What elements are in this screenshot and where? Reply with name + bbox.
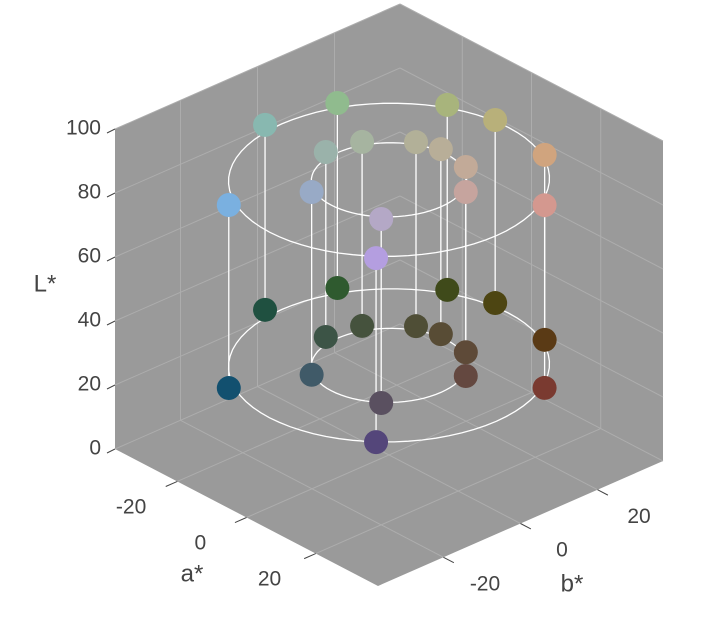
point xyxy=(428,322,453,347)
point xyxy=(435,277,460,302)
z-axis-label: L* xyxy=(34,270,57,297)
y-tick-label: 20 xyxy=(627,505,650,528)
point xyxy=(325,91,350,116)
z-tick-label: 100 xyxy=(66,117,101,140)
point xyxy=(313,324,338,349)
point xyxy=(325,275,350,300)
y-axis-label: b* xyxy=(561,570,584,597)
x-tick xyxy=(234,517,247,524)
point xyxy=(532,193,557,218)
point xyxy=(299,362,324,387)
z-tick xyxy=(106,192,116,198)
point xyxy=(532,327,557,352)
point xyxy=(435,92,460,117)
point xyxy=(403,130,428,155)
point xyxy=(216,376,241,401)
z-tick-label: 80 xyxy=(78,181,101,204)
point xyxy=(350,129,375,154)
point xyxy=(253,112,278,137)
point xyxy=(350,313,375,338)
point xyxy=(428,137,453,162)
point xyxy=(216,193,241,218)
point xyxy=(364,246,389,271)
z-tick xyxy=(106,128,116,134)
z-tick-label: 20 xyxy=(78,373,101,396)
grid-line xyxy=(180,419,444,558)
z-tick xyxy=(106,448,116,454)
point xyxy=(364,430,389,455)
x-tick xyxy=(165,480,178,487)
z-tick-label: 40 xyxy=(78,309,101,332)
z-tick xyxy=(106,384,116,390)
point xyxy=(299,180,324,205)
point xyxy=(403,314,428,339)
point xyxy=(532,375,557,400)
z-tick-label: 60 xyxy=(78,245,101,268)
point xyxy=(483,108,508,133)
y-tick xyxy=(443,556,455,564)
x-tick-label: -20 xyxy=(116,495,146,518)
y-tick xyxy=(597,489,609,496)
grid-line xyxy=(257,386,521,524)
x-tick-label: 0 xyxy=(194,531,206,554)
y-tick-label: -20 xyxy=(470,572,500,595)
point xyxy=(483,291,508,316)
z-tick-label: 0 xyxy=(89,437,101,460)
y-tick-label: 0 xyxy=(556,539,568,562)
y-tick xyxy=(520,523,532,530)
point xyxy=(453,340,478,365)
x-tick xyxy=(303,553,316,560)
point xyxy=(253,297,278,322)
point xyxy=(453,363,478,388)
z-tick xyxy=(106,320,116,326)
point xyxy=(453,154,478,179)
x-tick-label: 20 xyxy=(258,567,281,590)
point xyxy=(369,206,394,231)
x-axis-label: a* xyxy=(181,560,204,587)
point xyxy=(453,179,478,204)
grid-line xyxy=(334,352,598,491)
point xyxy=(313,139,338,164)
point xyxy=(369,390,394,415)
z-tick xyxy=(106,256,116,262)
point xyxy=(532,142,557,167)
